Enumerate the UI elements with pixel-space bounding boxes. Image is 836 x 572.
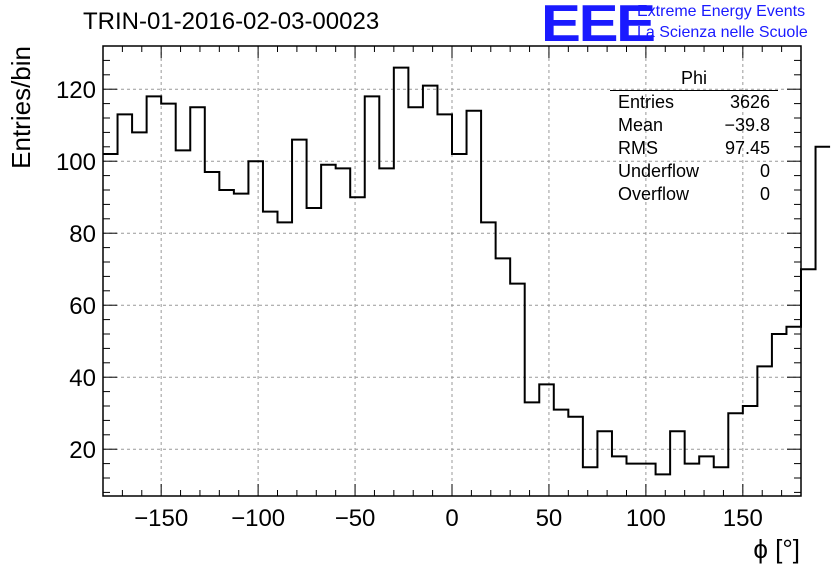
histogram-bin bbox=[670, 431, 685, 496]
stats-title: Phi bbox=[610, 68, 778, 91]
stats-row-overflow: Overflow 0 bbox=[610, 183, 778, 206]
org-subtitle: La Scienza nelle Scuole bbox=[637, 24, 808, 41]
histogram-bin bbox=[263, 212, 278, 496]
histogram-bin bbox=[205, 172, 220, 496]
histogram-bin bbox=[786, 327, 801, 496]
stats-row-mean: Mean −39.8 bbox=[610, 114, 778, 137]
histogram-bin bbox=[219, 190, 234, 496]
histogram-bin bbox=[597, 431, 612, 496]
histogram-series bbox=[103, 66, 831, 496]
x-tick-label: 50 bbox=[536, 505, 563, 532]
histogram-bin bbox=[539, 384, 554, 496]
histogram-bin bbox=[452, 154, 467, 496]
stats-label: RMS bbox=[618, 138, 658, 158]
histogram-bin bbox=[772, 334, 787, 496]
histogram-bin bbox=[656, 474, 671, 496]
histogram-bin bbox=[394, 68, 409, 496]
histogram-bin bbox=[365, 96, 380, 496]
histogram-bin bbox=[161, 104, 176, 496]
histogram-bin bbox=[234, 194, 249, 496]
histogram-bin bbox=[728, 413, 743, 496]
histogram-bin bbox=[307, 208, 322, 496]
histogram-bin bbox=[757, 366, 772, 496]
histogram-bin bbox=[685, 464, 700, 496]
stats-value: 0 bbox=[759, 184, 770, 204]
histogram-bin bbox=[147, 96, 162, 496]
grid-lines bbox=[103, 46, 801, 496]
histogram-bin bbox=[510, 284, 525, 496]
y-tick-label: 40 bbox=[69, 365, 96, 392]
stats-label: Mean bbox=[618, 115, 664, 135]
stats-label: Overflow bbox=[618, 184, 690, 204]
y-axis-label: Entries/bin bbox=[6, 46, 36, 169]
histogram-bin bbox=[321, 165, 336, 496]
stats-value: −39.8 bbox=[724, 115, 770, 135]
histogram-bin bbox=[612, 456, 627, 496]
eee-logo: EEE bbox=[541, 0, 656, 53]
histogram-bin bbox=[714, 467, 729, 496]
histogram-bin bbox=[481, 222, 496, 496]
x-tick-label: 0 bbox=[445, 505, 458, 532]
histogram-bin bbox=[408, 107, 423, 496]
histogram-bin bbox=[816, 147, 831, 496]
y-tick-label: 120 bbox=[56, 77, 96, 104]
stats-label: Entries bbox=[618, 92, 675, 112]
stats-row-rms: RMS 97.45 bbox=[610, 137, 778, 160]
histogram-bin bbox=[278, 222, 293, 496]
y-tick-label: 60 bbox=[69, 293, 96, 320]
histogram-bin bbox=[190, 107, 205, 496]
stats-value: 97.45 bbox=[724, 138, 770, 158]
histogram-bin bbox=[554, 410, 569, 496]
x-axis-label: ϕ [°] bbox=[753, 534, 800, 564]
histogram-bin bbox=[743, 406, 758, 496]
stats-label: Underflow bbox=[618, 161, 700, 181]
x-tick-label: −100 bbox=[231, 505, 285, 532]
org-name: Extreme Energy Events bbox=[637, 3, 806, 20]
stats-value: 3626 bbox=[729, 92, 770, 112]
y-tick-label: 80 bbox=[69, 221, 96, 248]
y-tick-label: 100 bbox=[56, 149, 96, 176]
histogram-bin bbox=[379, 168, 394, 496]
x-tick-label: −50 bbox=[335, 505, 376, 532]
histogram-bin bbox=[103, 154, 118, 496]
histogram-bin bbox=[467, 111, 482, 496]
histogram-bin bbox=[132, 132, 147, 496]
x-tick-label: −150 bbox=[134, 505, 188, 532]
histogram-bin bbox=[568, 417, 583, 496]
histogram-bin bbox=[641, 464, 656, 496]
histogram-bin bbox=[336, 168, 351, 496]
axis-ticks bbox=[102, 45, 802, 496]
histogram-outline bbox=[103, 66, 831, 476]
histogram-bin bbox=[176, 150, 191, 496]
x-tick-label: 150 bbox=[723, 505, 763, 532]
histogram-bin bbox=[583, 467, 598, 496]
run-title: TRIN-01-2016-02-03-00023 bbox=[83, 8, 380, 35]
tick-labels: −150 −100 −50 0 50 100 150 20 40 60 80 100 120 bbox=[56, 77, 763, 532]
stats-box: Phi Entries 3626 Mean −39.8 RMS 97.45 Under… bbox=[610, 68, 778, 206]
histogram-bin bbox=[801, 269, 816, 496]
stats-value: 0 bbox=[759, 161, 770, 181]
y-tick-label: 20 bbox=[69, 437, 96, 464]
histogram-bin bbox=[350, 197, 365, 496]
stats-row-entries: Entries 3626 bbox=[610, 91, 778, 114]
histogram-bin bbox=[423, 86, 438, 496]
x-tick-label: 100 bbox=[626, 505, 666, 532]
histogram-bin bbox=[699, 456, 714, 496]
histogram-bin bbox=[248, 161, 263, 496]
histogram-bin bbox=[292, 140, 307, 496]
histogram-bin bbox=[627, 464, 642, 496]
stats-row-underflow: Underflow 0 bbox=[610, 160, 778, 183]
